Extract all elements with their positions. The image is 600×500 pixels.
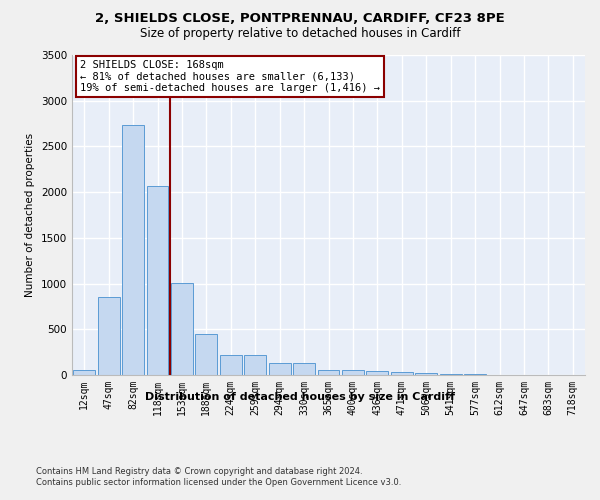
Bar bbox=[391, 372, 413, 375]
Text: Contains HM Land Registry data © Crown copyright and database right 2024.
Contai: Contains HM Land Registry data © Crown c… bbox=[36, 468, 401, 487]
Bar bbox=[98, 298, 119, 375]
Bar bbox=[317, 370, 340, 375]
Bar bbox=[269, 363, 290, 375]
Bar bbox=[464, 374, 486, 375]
Text: 2, SHIELDS CLOSE, PONTPRENNAU, CARDIFF, CF23 8PE: 2, SHIELDS CLOSE, PONTPRENNAU, CARDIFF, … bbox=[95, 12, 505, 26]
Bar bbox=[415, 372, 437, 375]
Bar bbox=[146, 186, 169, 375]
Bar bbox=[293, 363, 315, 375]
Bar bbox=[171, 282, 193, 375]
Bar bbox=[244, 356, 266, 375]
Bar bbox=[73, 370, 95, 375]
Y-axis label: Number of detached properties: Number of detached properties bbox=[25, 133, 35, 297]
Bar bbox=[220, 355, 242, 375]
Text: Distribution of detached houses by size in Cardiff: Distribution of detached houses by size … bbox=[145, 392, 455, 402]
Bar bbox=[367, 372, 388, 375]
Bar bbox=[342, 370, 364, 375]
Bar bbox=[122, 126, 144, 375]
Text: 2 SHIELDS CLOSE: 168sqm
← 81% of detached houses are smaller (6,133)
19% of semi: 2 SHIELDS CLOSE: 168sqm ← 81% of detache… bbox=[80, 60, 380, 93]
Bar bbox=[440, 374, 461, 375]
Text: Size of property relative to detached houses in Cardiff: Size of property relative to detached ho… bbox=[140, 28, 460, 40]
Bar bbox=[196, 334, 217, 375]
